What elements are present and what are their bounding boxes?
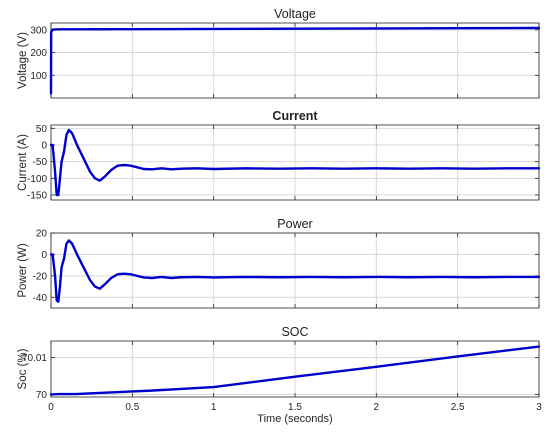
y-axis-label: Soc (%) bbox=[17, 348, 29, 389]
series-line bbox=[49, 345, 541, 396]
x-tick-label: 2.5 bbox=[451, 402, 465, 413]
y-tick-label: -100 bbox=[27, 174, 47, 185]
y-tick-label: 0 bbox=[41, 141, 47, 152]
y-tick-label: -40 bbox=[33, 293, 48, 304]
series-line bbox=[49, 239, 541, 303]
panel-current: -150 -100 -50 0 50 Current Current (A) bbox=[17, 109, 541, 202]
x-tick-label: 0 bbox=[48, 402, 54, 413]
y-axis-label: Current (A) bbox=[17, 134, 29, 191]
chart-title: Power bbox=[277, 217, 312, 231]
panel-voltage: 100 200 300 Voltage Voltage (V) bbox=[17, 7, 541, 99]
y-tick-label: 70 bbox=[36, 390, 48, 401]
y-axis-label: Power (W) bbox=[17, 243, 29, 297]
x-tick-label: 1.5 bbox=[288, 402, 302, 413]
y-tick-label: 100 bbox=[30, 71, 47, 82]
chart-title: SOC bbox=[281, 325, 308, 339]
y-tick-label: 20 bbox=[36, 229, 48, 240]
x-axis-label: Time (seconds) bbox=[257, 413, 332, 425]
x-tick-label: 3 bbox=[536, 402, 542, 413]
y-axis-label: Voltage (V) bbox=[17, 32, 29, 89]
chart-title: Voltage bbox=[274, 7, 316, 21]
y-tick-label: -50 bbox=[33, 157, 48, 168]
y-tick-label: 50 bbox=[36, 124, 48, 135]
y-tick-label: 200 bbox=[30, 48, 47, 59]
y-tick-label: 0 bbox=[41, 250, 47, 261]
x-tick-label: 1 bbox=[211, 402, 217, 413]
panel-power: -40 -20 0 20 Power Power (W) bbox=[17, 217, 541, 309]
y-tick-label: -20 bbox=[33, 271, 48, 282]
panel-soc: 70 70.01 0 0.5 1 1.5 2 2.5 3 SOC Soc (%) Time (seco… bbox=[17, 325, 542, 425]
y-tick-label: -150 bbox=[27, 191, 47, 202]
series-line bbox=[49, 128, 541, 197]
series-line bbox=[49, 26, 541, 95]
chart-title: Current bbox=[272, 109, 318, 123]
y-tick-label: 70.01 bbox=[22, 353, 47, 364]
y-tick-label: 300 bbox=[30, 25, 47, 36]
x-tick-label: 2 bbox=[374, 402, 380, 413]
x-tick-label: 0.5 bbox=[125, 402, 139, 413]
